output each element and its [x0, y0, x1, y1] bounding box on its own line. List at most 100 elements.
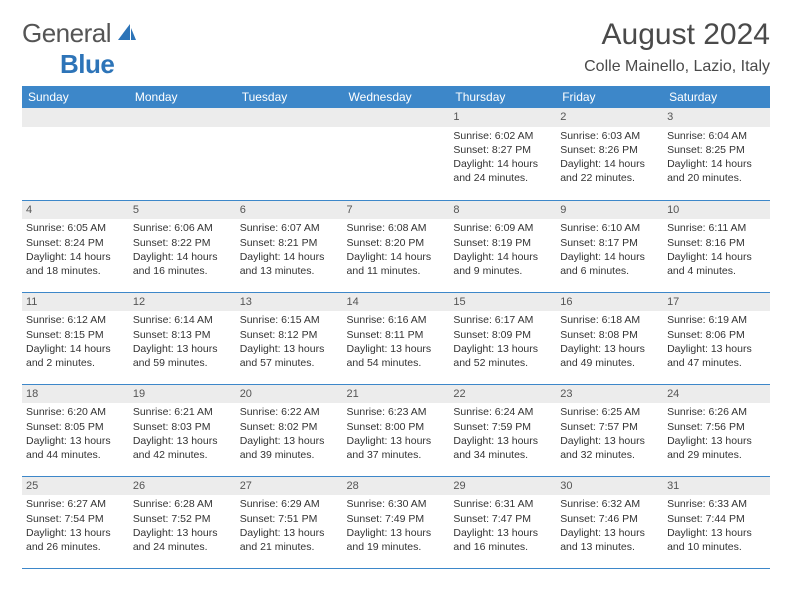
day-details: Sunrise: 6:19 AMSunset: 8:06 PMDaylight:… [663, 311, 770, 370]
sunrise-text: Sunrise: 6:29 AM [240, 497, 339, 511]
sunrise-text: Sunrise: 6:31 AM [453, 497, 552, 511]
sunrise-text: Sunrise: 6:14 AM [133, 313, 232, 327]
calendar-day-cell: 6Sunrise: 6:07 AMSunset: 8:21 PMDaylight… [236, 200, 343, 292]
day-number: 26 [129, 477, 236, 496]
weekday-header: Monday [129, 86, 236, 108]
sunset-text: Sunset: 8:03 PM [133, 420, 232, 434]
daylight-text: Daylight: 13 hours [240, 342, 339, 356]
weekday-header: Saturday [663, 86, 770, 108]
day-details: Sunrise: 6:21 AMSunset: 8:03 PMDaylight:… [129, 403, 236, 462]
calendar-day-cell: 15Sunrise: 6:17 AMSunset: 8:09 PMDayligh… [449, 292, 556, 384]
sail-icon [116, 22, 138, 49]
header: General Blue August 2024 Colle Mainello,… [22, 18, 770, 82]
daylight-text: Daylight: 13 hours [560, 434, 659, 448]
daylight-text-2: and 24 minutes. [133, 540, 232, 554]
day-number: 19 [129, 385, 236, 404]
sunrise-text: Sunrise: 6:04 AM [667, 129, 766, 143]
daylight-text: Daylight: 13 hours [133, 526, 232, 540]
day-details: Sunrise: 6:28 AMSunset: 7:52 PMDaylight:… [129, 495, 236, 554]
daylight-text-2: and 21 minutes. [240, 540, 339, 554]
calendar-day-cell: 9Sunrise: 6:10 AMSunset: 8:17 PMDaylight… [556, 200, 663, 292]
day-number-empty [129, 108, 236, 127]
weekday-header: Wednesday [343, 86, 450, 108]
sunrise-text: Sunrise: 6:19 AM [667, 313, 766, 327]
sunset-text: Sunset: 8:15 PM [26, 328, 125, 342]
day-details: Sunrise: 6:05 AMSunset: 8:24 PMDaylight:… [22, 219, 129, 278]
daylight-text: Daylight: 13 hours [133, 342, 232, 356]
calendar-day-cell: 3Sunrise: 6:04 AMSunset: 8:25 PMDaylight… [663, 108, 770, 200]
sunset-text: Sunset: 7:47 PM [453, 512, 552, 526]
daylight-text: Daylight: 13 hours [453, 434, 552, 448]
sunset-text: Sunset: 8:12 PM [240, 328, 339, 342]
sunrise-text: Sunrise: 6:20 AM [26, 405, 125, 419]
day-details: Sunrise: 6:29 AMSunset: 7:51 PMDaylight:… [236, 495, 343, 554]
sunset-text: Sunset: 7:51 PM [240, 512, 339, 526]
daylight-text-2: and 39 minutes. [240, 448, 339, 462]
day-number: 23 [556, 385, 663, 404]
calendar-day-cell: 30Sunrise: 6:32 AMSunset: 7:46 PMDayligh… [556, 476, 663, 568]
sunset-text: Sunset: 8:08 PM [560, 328, 659, 342]
sunrise-text: Sunrise: 6:27 AM [26, 497, 125, 511]
sunrise-text: Sunrise: 6:08 AM [347, 221, 446, 235]
sunset-text: Sunset: 8:27 PM [453, 143, 552, 157]
daylight-text-2: and 29 minutes. [667, 448, 766, 462]
sunset-text: Sunset: 8:02 PM [240, 420, 339, 434]
day-details: Sunrise: 6:10 AMSunset: 8:17 PMDaylight:… [556, 219, 663, 278]
daylight-text-2: and 2 minutes. [26, 356, 125, 370]
sunrise-text: Sunrise: 6:23 AM [347, 405, 446, 419]
daylight-text: Daylight: 13 hours [667, 434, 766, 448]
day-details: Sunrise: 6:33 AMSunset: 7:44 PMDaylight:… [663, 495, 770, 554]
daylight-text-2: and 13 minutes. [240, 264, 339, 278]
sunset-text: Sunset: 8:05 PM [26, 420, 125, 434]
sunset-text: Sunset: 8:00 PM [347, 420, 446, 434]
calendar-day-cell: 28Sunrise: 6:30 AMSunset: 7:49 PMDayligh… [343, 476, 450, 568]
calendar-head: SundayMondayTuesdayWednesdayThursdayFrid… [22, 86, 770, 108]
daylight-text: Daylight: 14 hours [26, 250, 125, 264]
daylight-text: Daylight: 13 hours [453, 342, 552, 356]
daylight-text: Daylight: 14 hours [667, 250, 766, 264]
daylight-text-2: and 19 minutes. [347, 540, 446, 554]
calendar-week-row: 18Sunrise: 6:20 AMSunset: 8:05 PMDayligh… [22, 384, 770, 476]
day-number: 11 [22, 293, 129, 312]
daylight-text: Daylight: 13 hours [347, 434, 446, 448]
day-details: Sunrise: 6:02 AMSunset: 8:27 PMDaylight:… [449, 127, 556, 186]
calendar-day-cell: 12Sunrise: 6:14 AMSunset: 8:13 PMDayligh… [129, 292, 236, 384]
daylight-text: Daylight: 13 hours [667, 342, 766, 356]
day-number: 24 [663, 385, 770, 404]
day-number: 30 [556, 477, 663, 496]
calendar-day-cell: 26Sunrise: 6:28 AMSunset: 7:52 PMDayligh… [129, 476, 236, 568]
calendar-day-cell: 17Sunrise: 6:19 AMSunset: 8:06 PMDayligh… [663, 292, 770, 384]
day-number: 16 [556, 293, 663, 312]
day-number: 1 [449, 108, 556, 127]
weekday-header: Thursday [449, 86, 556, 108]
sunrise-text: Sunrise: 6:16 AM [347, 313, 446, 327]
day-details: Sunrise: 6:25 AMSunset: 7:57 PMDaylight:… [556, 403, 663, 462]
daylight-text: Daylight: 14 hours [453, 250, 552, 264]
daylight-text: Daylight: 14 hours [453, 157, 552, 171]
day-number: 14 [343, 293, 450, 312]
logo-blue: Blue [60, 49, 114, 79]
logo: General Blue [22, 18, 138, 80]
day-number: 9 [556, 201, 663, 220]
day-details: Sunrise: 6:32 AMSunset: 7:46 PMDaylight:… [556, 495, 663, 554]
sunrise-text: Sunrise: 6:17 AM [453, 313, 552, 327]
sunset-text: Sunset: 8:13 PM [133, 328, 232, 342]
daylight-text-2: and 20 minutes. [667, 171, 766, 185]
day-number: 10 [663, 201, 770, 220]
daylight-text-2: and 44 minutes. [26, 448, 125, 462]
sunrise-text: Sunrise: 6:10 AM [560, 221, 659, 235]
day-details: Sunrise: 6:16 AMSunset: 8:11 PMDaylight:… [343, 311, 450, 370]
daylight-text: Daylight: 13 hours [240, 434, 339, 448]
day-details: Sunrise: 6:27 AMSunset: 7:54 PMDaylight:… [22, 495, 129, 554]
day-details: Sunrise: 6:17 AMSunset: 8:09 PMDaylight:… [449, 311, 556, 370]
daylight-text-2: and 13 minutes. [560, 540, 659, 554]
sunrise-text: Sunrise: 6:02 AM [453, 129, 552, 143]
daylight-text: Daylight: 13 hours [560, 526, 659, 540]
calendar-week-row: 4Sunrise: 6:05 AMSunset: 8:24 PMDaylight… [22, 200, 770, 292]
daylight-text: Daylight: 13 hours [240, 526, 339, 540]
day-details: Sunrise: 6:14 AMSunset: 8:13 PMDaylight:… [129, 311, 236, 370]
day-details: Sunrise: 6:15 AMSunset: 8:12 PMDaylight:… [236, 311, 343, 370]
sunrise-text: Sunrise: 6:28 AM [133, 497, 232, 511]
title-block: August 2024 Colle Mainello, Lazio, Italy [584, 18, 770, 82]
daylight-text-2: and 54 minutes. [347, 356, 446, 370]
